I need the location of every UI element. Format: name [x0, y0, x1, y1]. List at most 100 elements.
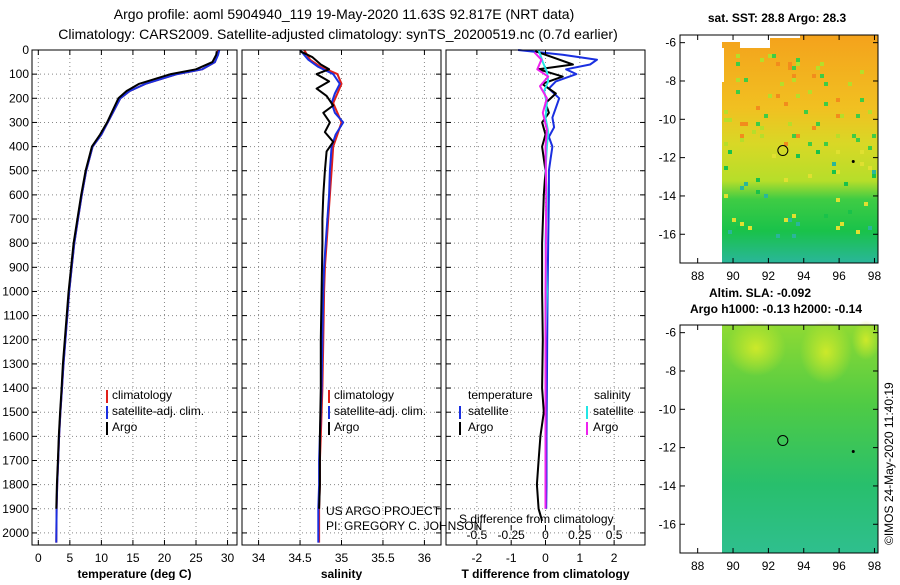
- legend-label-s-argo: Argo: [593, 420, 619, 434]
- y-tick-label: 1200: [2, 333, 29, 347]
- sst-pixel: [836, 98, 840, 102]
- s-tick-label: -0.25: [498, 528, 526, 542]
- sst-pixel: [868, 226, 872, 230]
- y-tick-label: 1100: [3, 309, 29, 323]
- lon-tick-label: 94: [797, 559, 811, 573]
- sst-pixel: [736, 226, 740, 230]
- lon-tick-label: 94: [797, 269, 811, 283]
- legend-label-t-argo: Argo: [468, 420, 494, 434]
- sst-pixel: [860, 150, 864, 154]
- sst-pixel: [868, 166, 872, 170]
- sst-pixel: [740, 122, 744, 126]
- sst-pixel: [724, 110, 728, 114]
- sst-pixel: [840, 222, 844, 226]
- sst-pixel: [792, 66, 796, 70]
- lat-tick-label: -8: [665, 364, 676, 378]
- x-tick-label: -1: [506, 551, 517, 565]
- x-axis-label: temperature (deg C): [77, 567, 191, 580]
- ssh-high-anomaly: [726, 320, 786, 376]
- difference-panel: -2 -1 0 1 2 T difference from climatology: [445, 49, 646, 581]
- sst-pixel: [868, 146, 872, 150]
- sst-pixel: [776, 234, 780, 238]
- lon-tick-label: 90: [726, 559, 740, 573]
- sst-pixel: [784, 178, 788, 182]
- sst-pixel: [792, 78, 796, 82]
- sst-pixel: [724, 142, 728, 146]
- x-tick-label: 15: [126, 551, 140, 565]
- legend-swatch-argo: [328, 422, 330, 435]
- ssh-map: Altim. SLA: -0.092 Argo h1000: -0.13 h20…: [659, 286, 882, 573]
- difference-legend: temperature satellite Argo salinity sate…: [459, 388, 634, 435]
- ssh-map-title-line2: Argo h1000: -0.13 h2000: -0.14: [690, 302, 862, 316]
- lat-tick-label: -12: [659, 441, 677, 455]
- sst-pixel: [740, 222, 744, 226]
- sst-pixel: [728, 118, 732, 122]
- sst-pixel: [836, 150, 840, 154]
- sst-pixel: [764, 194, 768, 198]
- lon-tick-label: 90: [726, 269, 740, 283]
- sst-pixel: [744, 122, 748, 126]
- sst-pixel: [756, 178, 760, 182]
- sst-pixel: [856, 114, 860, 118]
- legend-swatch-s-satellite: [586, 406, 588, 419]
- sst-pixel: [732, 218, 736, 222]
- sst-map-title: sat. SST: 28.8 Argo: 28.3: [708, 11, 847, 25]
- series-line-argo: [299, 50, 335, 509]
- sst-pixel: [736, 54, 740, 58]
- lat-tick-label: -14: [659, 189, 677, 203]
- legend-swatch-satellite: [106, 406, 108, 419]
- lat-tick-label: -12: [659, 151, 677, 165]
- series-line-satellite-adj-clim-: [55, 49, 221, 543]
- y-tick-label: 2000: [2, 526, 29, 540]
- lon-tick-label: 92: [762, 559, 776, 573]
- series-line-s-argo: [533, 51, 550, 509]
- y-tick-label: 400: [9, 140, 29, 154]
- legend-swatch-argo: [106, 422, 108, 435]
- lat-tick-label: -14: [659, 479, 677, 493]
- y-tick-label: 1400: [2, 381, 29, 395]
- legend-swatch-s-argo: [586, 422, 588, 435]
- sst-axes: 88 90 92 94 96 98 -6 -8 -10 -12 -14 -16: [659, 34, 881, 283]
- y-tick-label: 1800: [2, 478, 29, 492]
- sst-field: [722, 35, 878, 263]
- series-line-t-argo: [534, 50, 574, 522]
- sst-pixel: [812, 126, 816, 130]
- sst-map: sat. SST: 28.8 Argo: 28.3 88 90 92 94 96 98 -6…: [659, 11, 882, 283]
- sst-pixel: [848, 82, 852, 86]
- lon-tick-label: 98: [868, 559, 882, 573]
- sst-missing-data: [716, 35, 800, 48]
- sst-pixel: [796, 154, 800, 158]
- x-tick-label: 2: [611, 551, 618, 565]
- legend-label-argo: Argo: [112, 420, 138, 434]
- lat-tick-label: -16: [659, 227, 677, 241]
- sst-pixel: [808, 142, 812, 146]
- sst-pixel: [760, 58, 764, 62]
- sst-pixel: [776, 94, 780, 98]
- sst-pixel: [860, 70, 864, 74]
- x-tick-label: 34.5: [288, 551, 312, 565]
- y-tick-label: 1300: [2, 357, 29, 371]
- sst-pixel: [784, 102, 788, 106]
- y-tick-label: 1600: [2, 429, 29, 443]
- credit-project: US ARGO PROJECT: [326, 504, 441, 518]
- legend-swatch-climatology: [328, 390, 330, 403]
- sst-pixel: [740, 134, 744, 138]
- x-tick-label: 0: [542, 551, 549, 565]
- lat-tick-label: -6: [665, 326, 676, 340]
- sst-pixel: [872, 174, 876, 178]
- sst-pixel: [792, 234, 796, 238]
- sst-pixel: [860, 162, 864, 166]
- legend-swatch-satellite: [328, 406, 330, 419]
- legend-swatch-climatology: [106, 390, 108, 403]
- y-tick-label: 600: [9, 188, 29, 202]
- sst-pixel: [812, 74, 816, 78]
- x-tick-label: 5: [67, 551, 74, 565]
- sst-pixel: [824, 214, 828, 218]
- sst-pixel: [808, 90, 812, 94]
- s-tick-label: 0: [542, 528, 549, 542]
- sst-pixel: [856, 138, 860, 142]
- sst-pixel: [852, 134, 856, 138]
- sst-pixel: [820, 62, 824, 66]
- ssh-map-title-line1: Altim. SLA: -0.092: [709, 286, 811, 300]
